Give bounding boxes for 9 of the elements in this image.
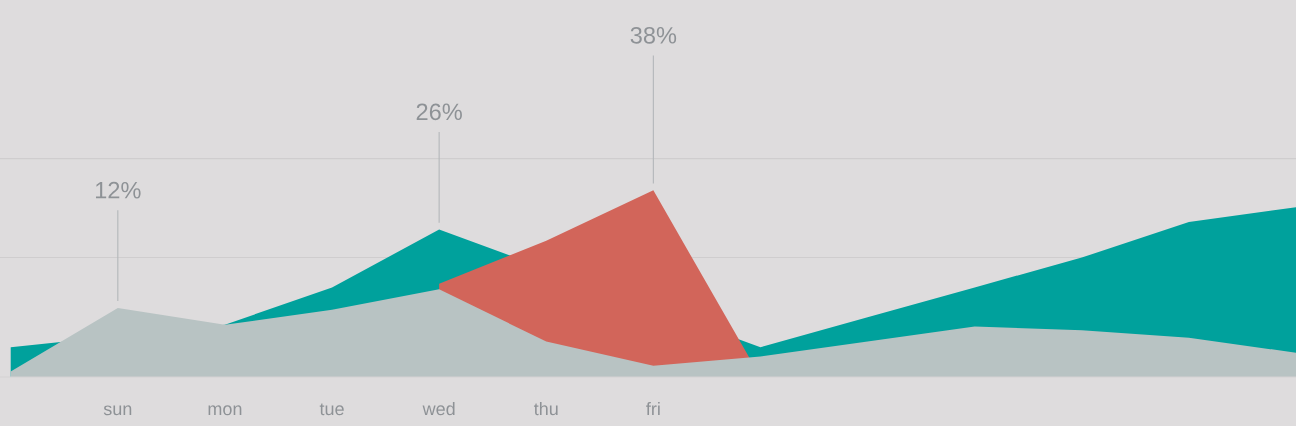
annotation: 12%	[95, 181, 141, 199]
x-tick-label: thu	[533, 402, 558, 416]
x-tick-label: sun	[103, 405, 132, 416]
x-tick-label: mon	[208, 405, 242, 416]
x-tick-label: fri	[646, 402, 660, 416]
x-tick-label: wed	[422, 402, 455, 416]
annotation: 26%	[416, 103, 462, 121]
x-tick-label: tue	[319, 403, 344, 416]
annotation: 38%	[630, 26, 677, 44]
